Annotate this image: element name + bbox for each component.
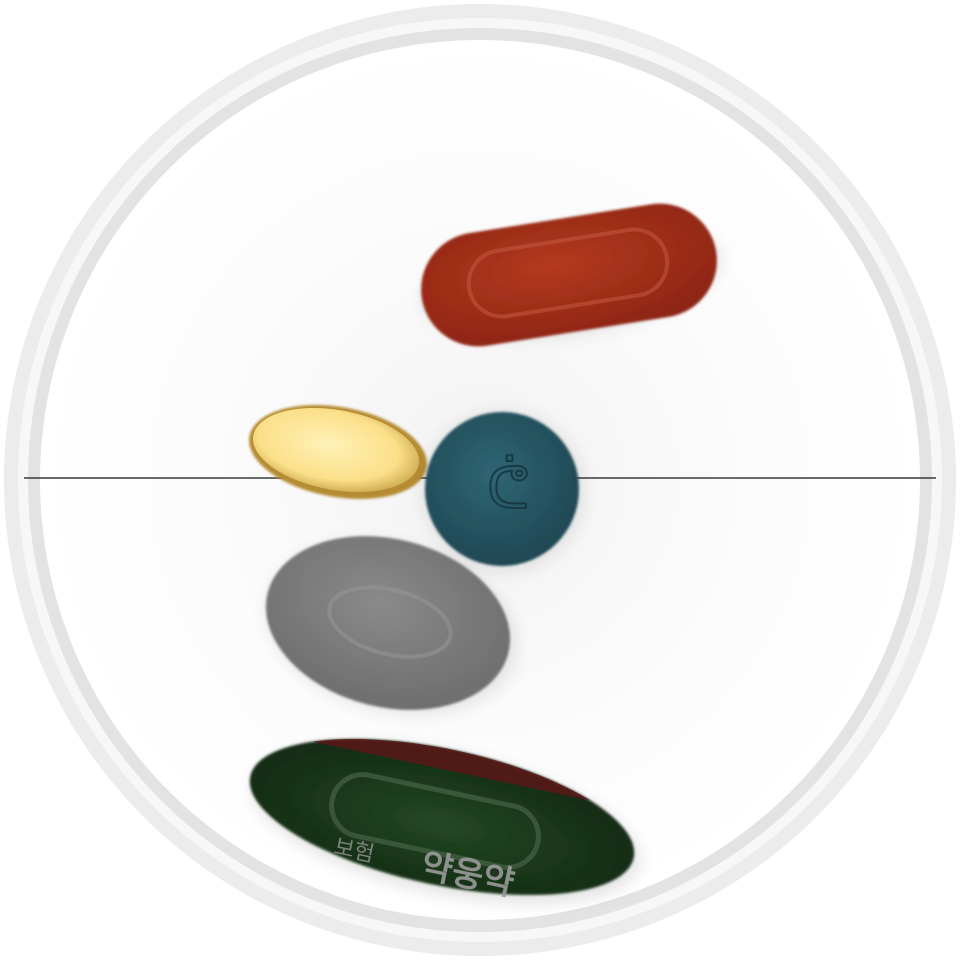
gray-oval-tablet — [265, 536, 518, 716]
red-oblong-tablet — [421, 203, 723, 347]
yellow-oval-softgel — [249, 405, 427, 499]
teal-round-tablet: ᕧ — [422, 410, 586, 574]
teal-tablet-imprint: ᕧ — [487, 454, 529, 522]
